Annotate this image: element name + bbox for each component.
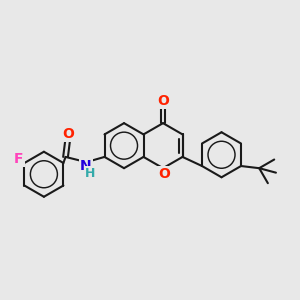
Text: N: N — [80, 160, 92, 173]
Text: O: O — [158, 167, 170, 181]
Text: O: O — [157, 94, 169, 108]
Text: O: O — [62, 127, 74, 141]
Text: F: F — [14, 152, 23, 166]
Text: H: H — [85, 167, 95, 180]
